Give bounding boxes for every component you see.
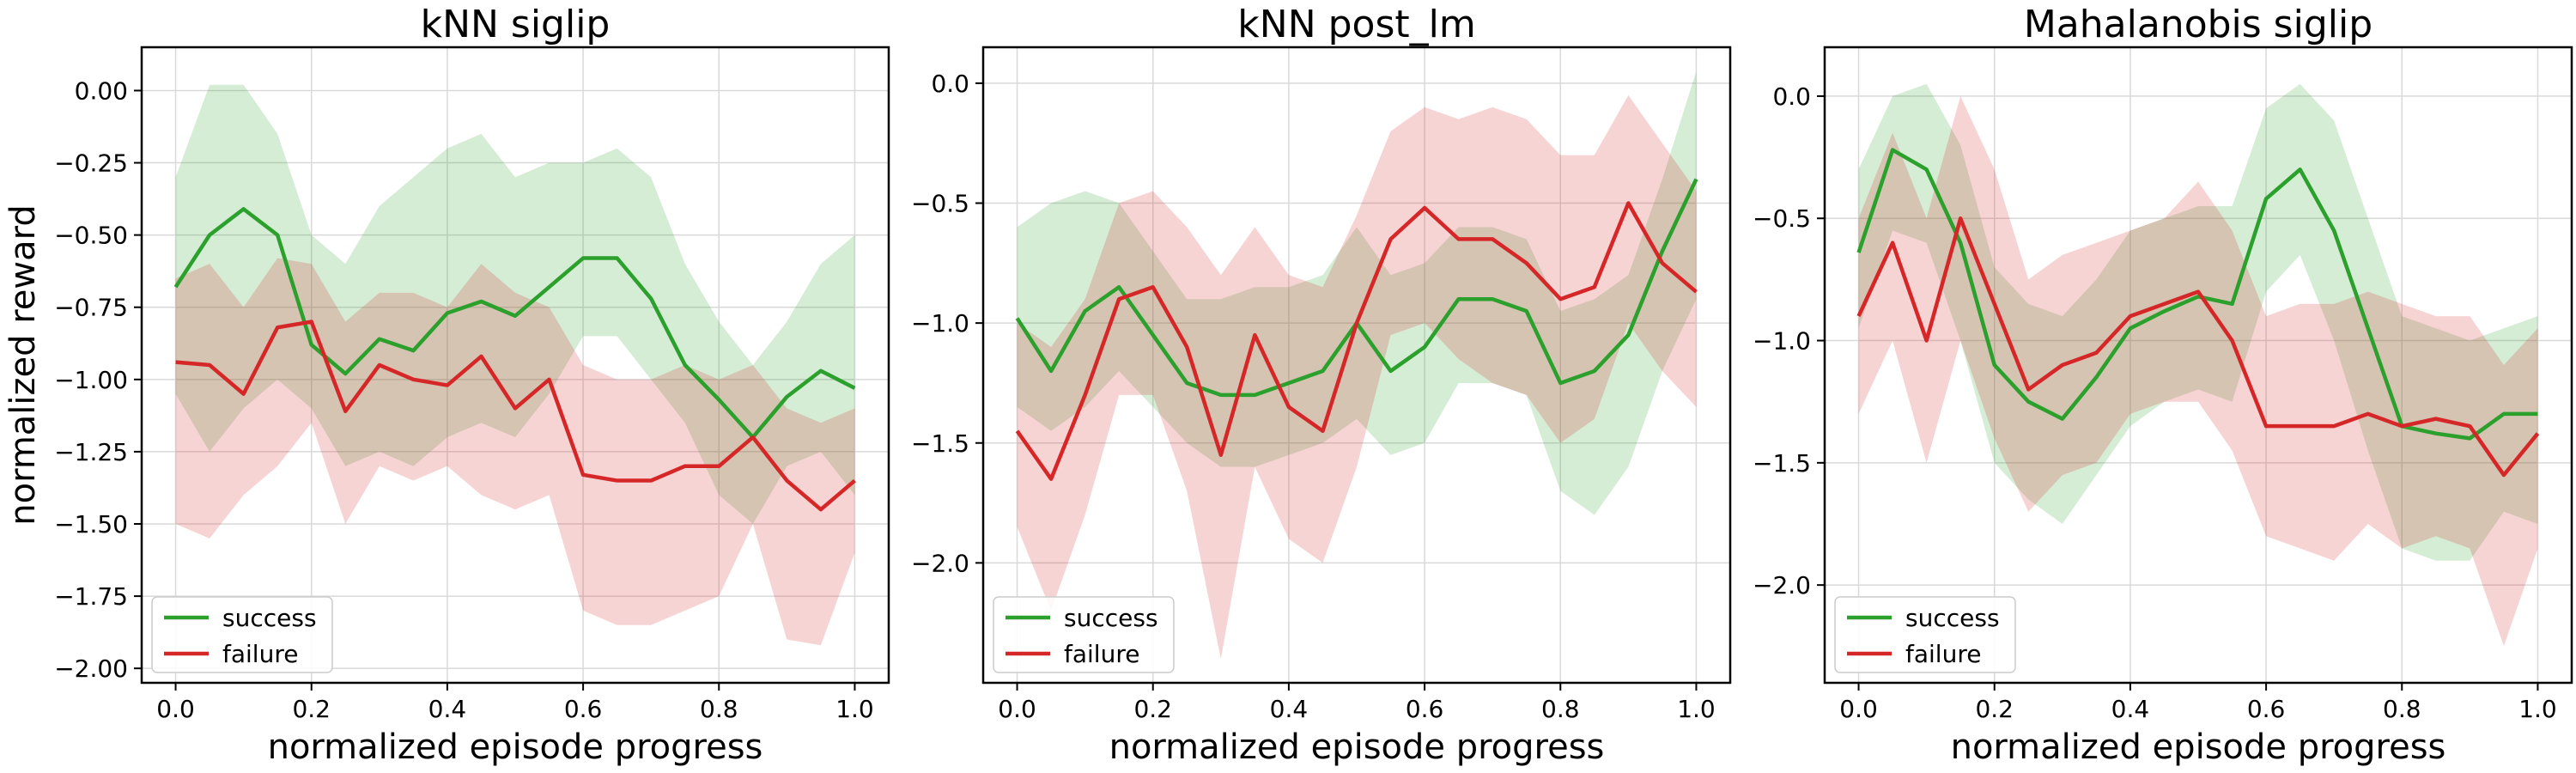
- failure-band: [175, 258, 855, 646]
- y-tick-label: −2.00: [54, 654, 128, 683]
- plot-frame: [140, 46, 890, 685]
- y-tick-label: −1.0: [1753, 327, 1811, 356]
- legend: success failure: [151, 596, 333, 673]
- success-line: [1856, 148, 2538, 441]
- x-tick-label: 0.0: [156, 695, 195, 723]
- success-legend-label: success: [1905, 604, 2000, 632]
- y-tick-label: −0.25: [54, 149, 128, 178]
- chart-panel-3: 0.0 0.2 0.4 0.6 0.8 1.0 0.0 −0.5 −1.0 −1.5 −2.0 Mah…: [1753, 3, 2573, 767]
- chart-title: kNN siglip: [421, 3, 611, 46]
- x-tick-label: 0.4: [1270, 695, 1309, 723]
- x-tick-label: 0.0: [1839, 695, 1878, 723]
- failure-legend-label: failure: [222, 640, 298, 668]
- y-tick-label: 0.00: [75, 76, 128, 105]
- y-tick-label: −0.75: [54, 294, 128, 322]
- chart-panel-1: 0.0 0.2 0.4 0.6 0.8 1.0 0.00 −0.25 −0.50 −0.75 −1.…: [54, 3, 890, 767]
- plot-frame: [1823, 46, 2573, 685]
- x-axis-label: normalized episode progress: [268, 727, 763, 767]
- x-tick-label: 0.6: [564, 695, 603, 723]
- failure-line: [175, 320, 856, 512]
- legend: success failure: [993, 596, 1175, 673]
- success-legend-label: success: [1064, 604, 1158, 632]
- y-tick-label: −1.0: [911, 309, 969, 338]
- x-tick-label: 0.8: [1541, 695, 1580, 723]
- chart-title: Mahalanobis siglip: [2024, 3, 2372, 46]
- x-tick-label: 0.6: [2247, 695, 2286, 723]
- y-tick-label: −1.00: [54, 366, 128, 394]
- y-tick-label: 0.0: [931, 70, 969, 98]
- failure-band: [1858, 95, 2538, 647]
- y-tick-label: −1.5: [1753, 449, 1811, 478]
- x-tick-label: 0.8: [2383, 695, 2421, 723]
- legend: success failure: [1834, 596, 2016, 673]
- failure-legend-label: failure: [1064, 640, 1139, 668]
- x-tick-label: 0.0: [998, 695, 1036, 723]
- success-line: [173, 207, 856, 440]
- y-tick-label: −0.50: [54, 222, 128, 250]
- success-band: [175, 84, 855, 525]
- y-tick-label: −0.5: [911, 190, 969, 218]
- x-tick-label: 0.2: [1975, 695, 2014, 723]
- chart-panel-2: 0.0 0.2 0.4 0.6 0.8 1.0 0.0 −0.5 −1.0 −1.5 −2.0 kNN…: [911, 3, 1732, 767]
- plot-frame: [981, 46, 1732, 685]
- y-tick-label: −1.75: [54, 582, 128, 611]
- y-tick-label: −1.50: [54, 510, 128, 539]
- x-tick-label: 0.8: [700, 695, 738, 723]
- x-tick-label: 0.4: [428, 695, 467, 723]
- y-axis-label: normalized reward: [3, 204, 43, 526]
- success-band: [1858, 83, 2538, 561]
- x-tick-label: 1.0: [2518, 695, 2557, 723]
- failure-line: [1015, 201, 1698, 481]
- x-tick-label: 1.0: [835, 695, 874, 723]
- failure-legend-label: failure: [1905, 640, 1981, 668]
- y-tick-label: 0.0: [1772, 82, 1811, 111]
- success-legend-label: success: [222, 604, 317, 632]
- y-tick-label: −1.25: [54, 438, 128, 466]
- x-tick-label: 0.2: [1133, 695, 1172, 723]
- success-band: [1017, 70, 1697, 515]
- y-tick-label: −1.5: [911, 429, 969, 458]
- x-tick-label: 0.2: [292, 695, 331, 723]
- chart-title: kNN post_lm: [1237, 3, 1475, 46]
- x-tick-label: 1.0: [1677, 695, 1716, 723]
- x-axis-label: normalized episode progress: [1109, 727, 1605, 767]
- failure-line: [1856, 216, 2540, 478]
- failure-band: [1017, 94, 1697, 660]
- x-tick-label: 0.6: [1406, 695, 1444, 723]
- x-axis-label: normalized episode progress: [1951, 727, 2446, 767]
- y-tick-label: −2.0: [1753, 571, 1811, 600]
- y-tick-label: −2.0: [911, 549, 969, 577]
- x-tick-label: 0.4: [2111, 695, 2150, 723]
- y-tick-label: −0.5: [1753, 204, 1811, 233]
